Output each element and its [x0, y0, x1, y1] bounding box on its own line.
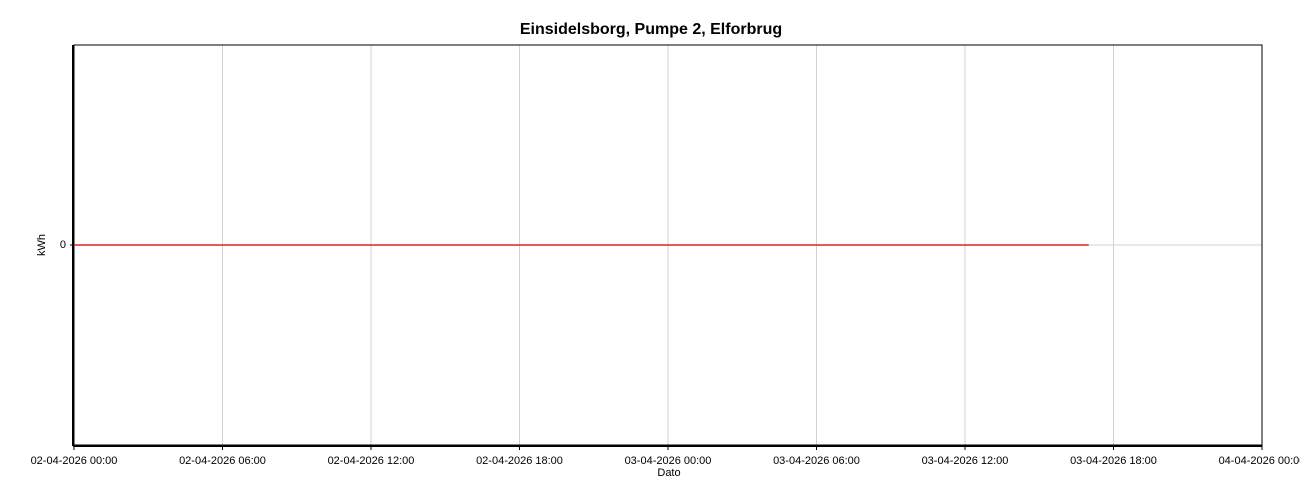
x-tick-label: 03-04-2026 06:00 — [773, 455, 860, 467]
x-tick-label: 02-04-2026 12:00 — [328, 455, 415, 467]
x-axis-label: Dato — [657, 467, 680, 479]
x-tick-label: 04-04-2026 00:00 — [1219, 455, 1300, 467]
x-tick-label: 03-04-2026 00:00 — [625, 455, 712, 467]
x-tick-label: 02-04-2026 00:00 — [31, 455, 118, 467]
y-axis-label: kWh — [36, 234, 48, 256]
x-tick-label: 02-04-2026 18:00 — [476, 455, 563, 467]
chart-title: Einsidelsborg, Pumpe 2, Elforbrug — [520, 21, 782, 38]
x-tick-label: 02-04-2026 06:00 — [179, 455, 266, 467]
x-tick-label: 03-04-2026 18:00 — [1070, 455, 1157, 467]
y-tick-label: 0 — [60, 239, 66, 251]
x-tick-label: 03-04-2026 12:00 — [922, 455, 1009, 467]
